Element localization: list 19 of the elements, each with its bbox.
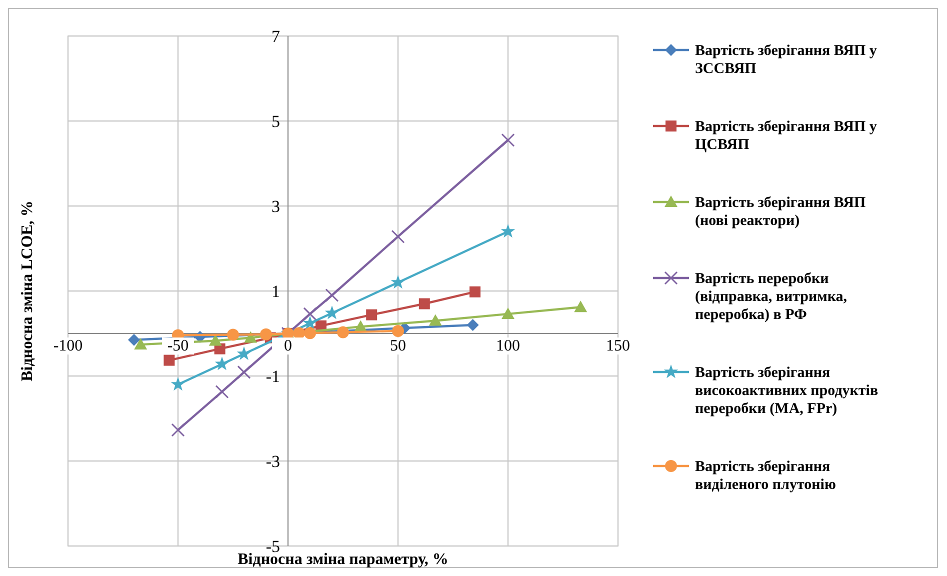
legend-label: Вартість зберігання ВЯП (нові реактори) [695,195,866,229]
x-tick-label: -100 [53,338,83,354]
x-tick-label: -50 [167,338,189,354]
y-tick-label: 5 [272,112,280,131]
y-tick-label: 7 [272,27,280,46]
legend-label: Вартість зберігання ВЯП у ЦСВЯП [695,119,878,153]
x-tick-label: 50 [390,338,406,354]
y-tick-label: 1 [272,282,280,301]
legend-label: Вартість зберігання високоактивних продуктів переробки (МА, FPr) [695,365,878,417]
y-tick-label: -1 [266,367,280,386]
legend-label: Вартість переробки (відправка, витримка, переробка) в РФ [695,271,848,323]
y-tick-label: 3 [272,197,280,216]
legend-label: Вартість зберігання виділеного плутонію [695,459,836,493]
x-tick-label: 100 [496,338,520,354]
x-tick-label: 150 [606,338,630,354]
y-axis-title: Відносна зміна LCOE, % [19,200,36,382]
x-tick-label: 0 [284,338,292,354]
y-tick-label: -3 [266,452,280,471]
legend-label: Вартість зберігання ВЯП у ЗССВЯП [695,43,878,77]
